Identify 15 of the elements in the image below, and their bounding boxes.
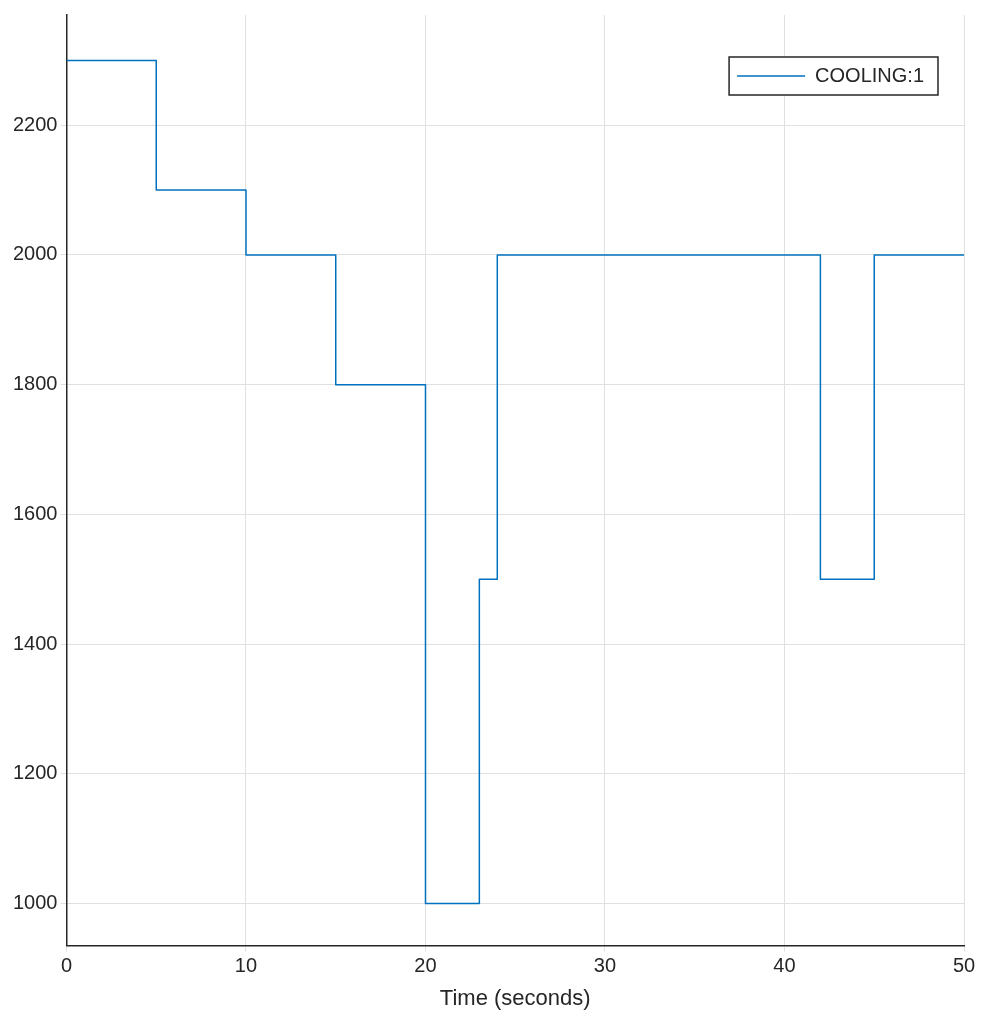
y-tick-label: 1600	[12, 501, 58, 524]
x-tick-label: 40	[773, 954, 796, 977]
y-tick-label: 1200	[12, 761, 58, 784]
y-tick-label: 1000	[12, 890, 58, 913]
x-tick-label: 30	[593, 954, 617, 977]
y-tick-label: 1400	[12, 631, 58, 654]
x-axis-title: Time (seconds)	[439, 984, 591, 1010]
legend-label: COOLING:1	[815, 63, 925, 86]
y-tick-label: 1800	[12, 372, 58, 395]
x-tick-label: 10	[234, 954, 258, 977]
x-tick-label: 0	[60, 954, 73, 977]
x-tick-label: 50	[952, 954, 976, 977]
x-tick-label: 20	[414, 954, 437, 977]
y-tick-label: 2200	[12, 112, 58, 135]
y-tick-label: 2000	[12, 242, 58, 265]
